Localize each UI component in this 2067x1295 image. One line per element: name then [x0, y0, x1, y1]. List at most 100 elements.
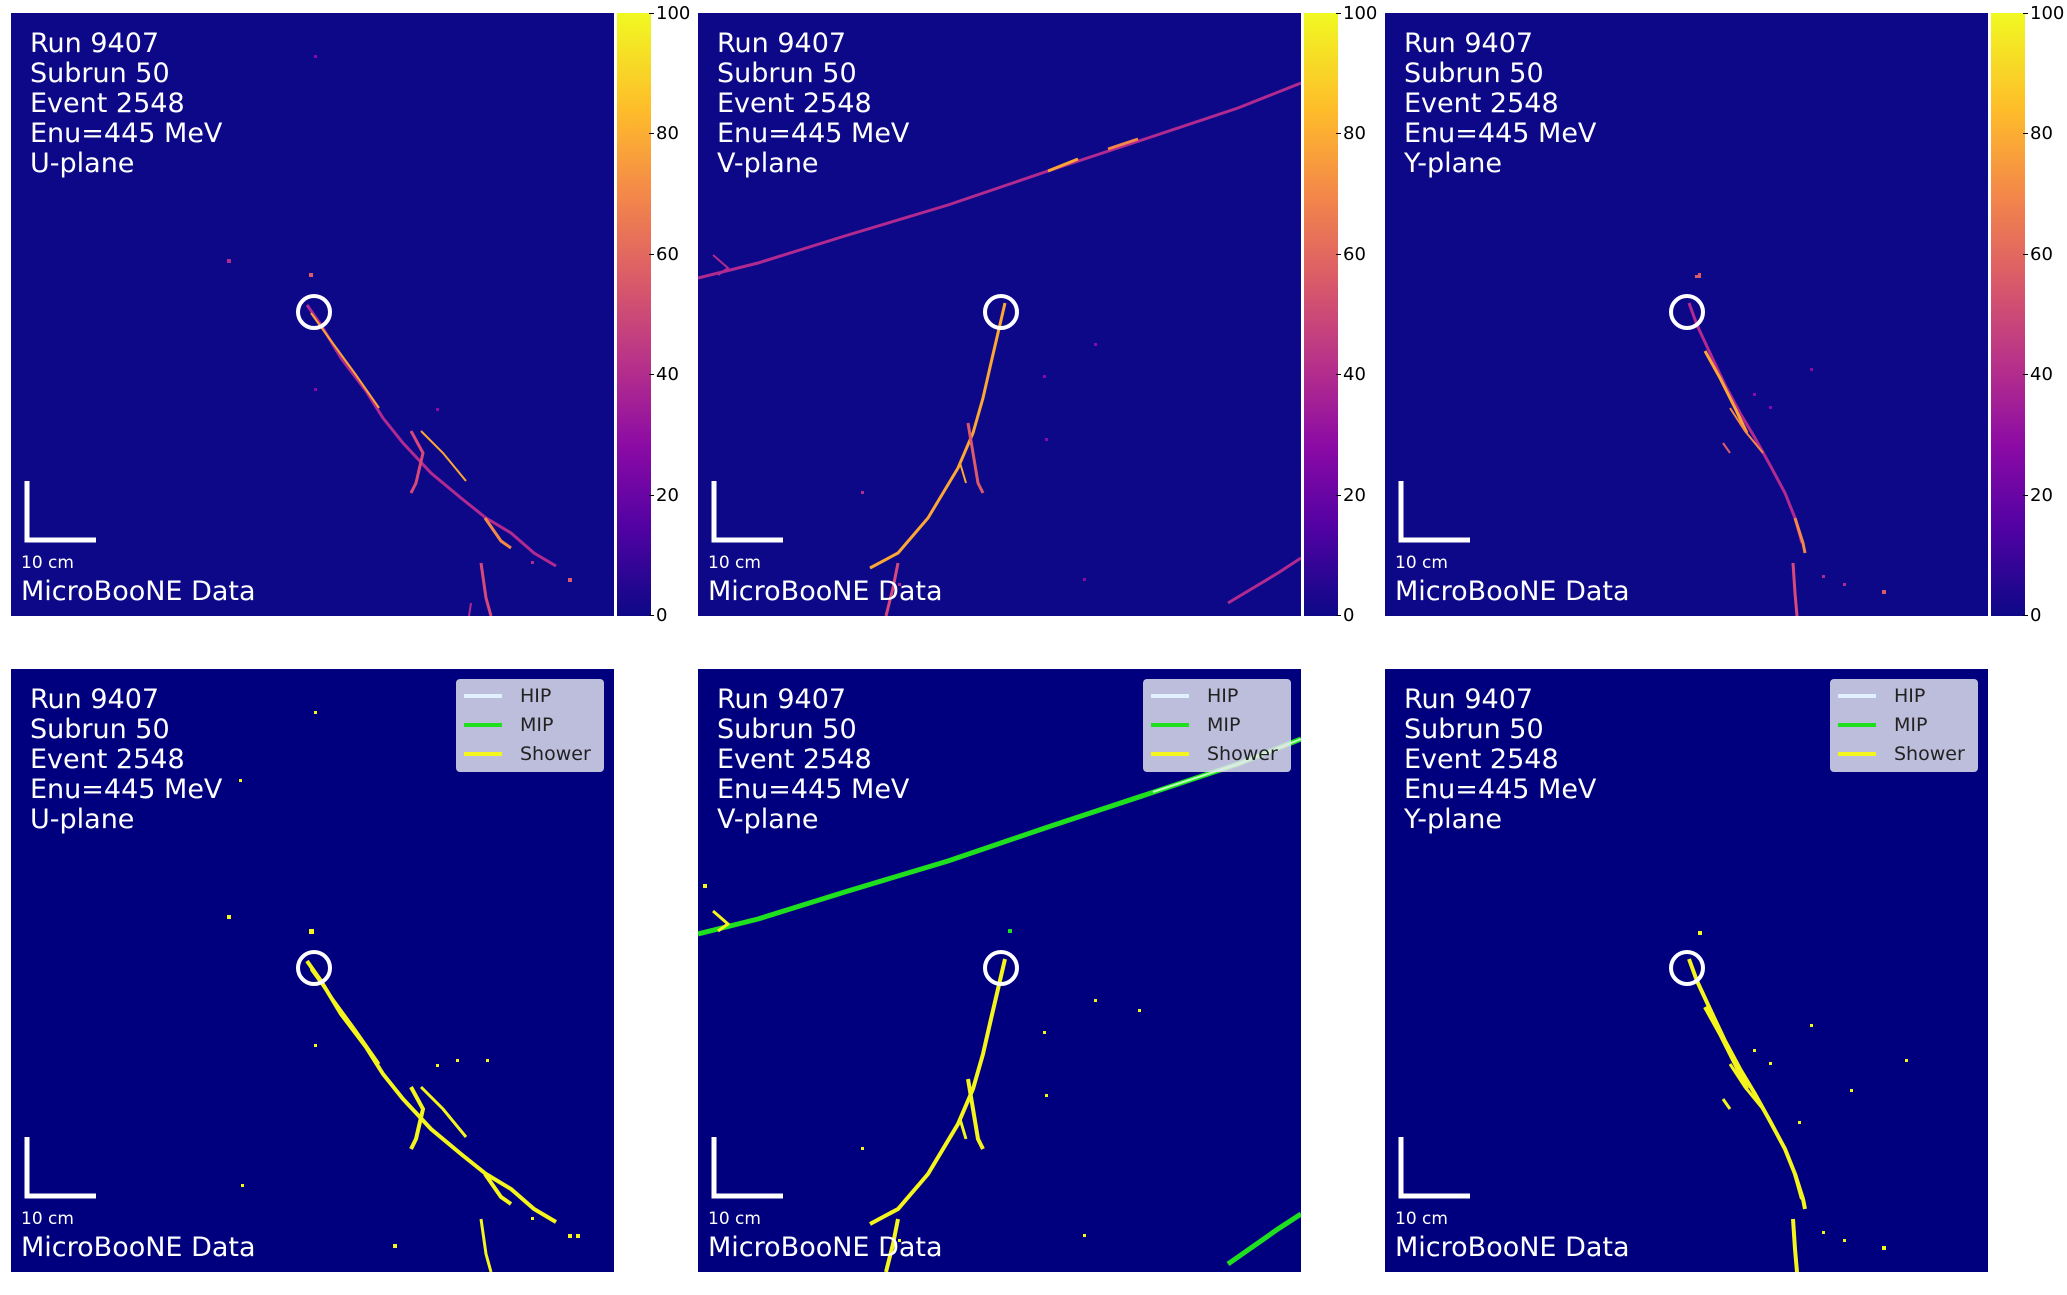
event-label: Event 2548: [717, 744, 872, 775]
legend-item-hip: HIP: [1838, 682, 1925, 710]
hip-swatch: [1151, 694, 1189, 698]
colorbar-tick: 80: [1336, 123, 1366, 144]
colorbar-tick: 100: [648, 3, 691, 24]
colorbar-tick: 80: [2023, 123, 2053, 144]
plane-label: V-plane: [717, 804, 819, 835]
legend-item-shower: Shower: [1838, 740, 1965, 768]
scale-bar-icon: [24, 481, 96, 543]
y-plane-segmentation-image: Run 9407 Subrun 50 Event 2548 Enu=445 Me…: [1385, 669, 1988, 1272]
run-label: Run 9407: [717, 28, 847, 59]
event-info: Run 9407 Subrun 50 Event 2548 Enu=445 Me…: [1404, 685, 1596, 835]
legend-label: HIP: [1207, 685, 1239, 707]
u-plane-segmentation-image: Run 9407 Subrun 50 Event 2548 Enu=445 Me…: [11, 669, 614, 1272]
hip-swatch: [1838, 694, 1876, 698]
vertex-circle: [983, 294, 1019, 330]
colorbar-tick: 60: [1336, 244, 1366, 265]
scale-label: 10 cm: [708, 1209, 761, 1229]
legend-item-shower: Shower: [464, 740, 591, 768]
subrun-label: Subrun 50: [717, 714, 857, 745]
colorbar-tick: 0: [1335, 605, 1355, 626]
run-label: Run 9407: [1404, 28, 1534, 59]
u-plane-colorbar: [617, 13, 651, 616]
mip-swatch: [464, 723, 502, 727]
scale-label: 10 cm: [1395, 1209, 1448, 1229]
shower-swatch: [1838, 752, 1876, 756]
credit-label: MicroBooNE Data: [1395, 1232, 1630, 1263]
y-plane-segmentation-tracks: [1687, 931, 1908, 1272]
run-label: Run 9407: [30, 28, 160, 59]
v-plane-charge-tracks: [698, 81, 1301, 616]
vertex-circle: [296, 294, 332, 330]
scale-bar-icon: [711, 1137, 783, 1199]
v-plane-segmentation-image: Run 9407 Subrun 50 Event 2548 Enu=445 Me…: [698, 669, 1301, 1272]
colorbar-tick: 0: [648, 605, 668, 626]
subrun-label: Subrun 50: [717, 58, 857, 89]
colorbar-tick: 60: [2023, 244, 2053, 265]
energy-label: Enu=445 MeV: [717, 774, 910, 805]
energy-label: Enu=445 MeV: [1404, 118, 1597, 149]
vertex-circle: [296, 950, 332, 986]
hip-swatch: [464, 694, 502, 698]
colorbar-tick: 40: [649, 364, 679, 385]
subrun-label: Subrun 50: [1404, 58, 1544, 89]
legend-item-mip: MIP: [1838, 711, 1927, 739]
credit-label: MicroBooNE Data: [708, 1232, 943, 1263]
legend-item-shower: Shower: [1151, 740, 1278, 768]
plane-label: V-plane: [717, 148, 819, 179]
mip-swatch: [1151, 723, 1189, 727]
event-info: Run 9407 Subrun 50 Event 2548 Enu=445 Me…: [1404, 29, 1596, 179]
subrun-label: Subrun 50: [1404, 714, 1544, 745]
scale-label: 10 cm: [708, 553, 761, 573]
legend-label: MIP: [520, 714, 554, 736]
scale-label: 10 cm: [21, 553, 74, 573]
legend-label: Shower: [1207, 743, 1278, 765]
v-plane-colorbar-ticks: 100 80 60 40 20 0: [1335, 3, 1403, 626]
vertex-circle: [1669, 950, 1705, 986]
scale-bar-icon: [24, 1137, 96, 1199]
legend-item-mip: MIP: [464, 711, 553, 739]
colorbar-tick: 0: [2022, 605, 2042, 626]
event-info: Run 9407 Subrun 50 Event 2548 Enu=445 Me…: [30, 685, 222, 835]
event-label: Event 2548: [30, 88, 185, 119]
y-plane-colorbar-ticks: 100 80 60 40 20 0: [2022, 3, 2067, 626]
event-info: Run 9407 Subrun 50 Event 2548 Enu=445 Me…: [717, 29, 909, 179]
legend: HIP MIP Shower: [456, 679, 604, 772]
energy-label: Enu=445 MeV: [1404, 774, 1597, 805]
event-info: Run 9407 Subrun 50 Event 2548 Enu=445 Me…: [717, 685, 909, 835]
legend-item-mip: MIP: [1151, 711, 1240, 739]
subrun-label: Subrun 50: [30, 714, 170, 745]
event-label: Event 2548: [1404, 744, 1559, 775]
vertex-circle: [1669, 294, 1705, 330]
vertex-circle: [983, 950, 1019, 986]
u-plane-charge-image: Run 9407 Subrun 50 Event 2548 Enu=445 Me…: [11, 13, 614, 616]
run-label: Run 9407: [1404, 684, 1534, 715]
y-plane-colorbar: [1991, 13, 2025, 616]
scale-bar-icon: [1398, 481, 1470, 543]
scale-bar-icon: [1398, 1137, 1470, 1199]
u-plane-colorbar-ticks: 100 80 60 40 20 0: [648, 3, 716, 626]
legend-label: HIP: [1894, 685, 1926, 707]
event-info: Run 9407 Subrun 50 Event 2548 Enu=445 Me…: [30, 29, 222, 179]
colorbar-tick: 40: [1336, 364, 1366, 385]
energy-label: Enu=445 MeV: [30, 118, 223, 149]
event-label: Event 2548: [1404, 88, 1559, 119]
run-label: Run 9407: [717, 684, 847, 715]
legend-item-hip: HIP: [464, 682, 551, 710]
plane-label: Y-plane: [1404, 148, 1502, 179]
scale-bar-icon: [711, 481, 783, 543]
u-plane-segmentation-tracks: [227, 711, 580, 1272]
energy-label: Enu=445 MeV: [717, 118, 910, 149]
legend-item-hip: HIP: [1151, 682, 1238, 710]
legend-label: Shower: [520, 743, 591, 765]
colorbar-tick: 100: [2022, 3, 2065, 24]
legend: HIP MIP Shower: [1830, 679, 1978, 772]
mip-swatch: [1838, 723, 1876, 727]
legend-label: MIP: [1207, 714, 1241, 736]
credit-label: MicroBooNE Data: [708, 576, 943, 607]
shower-swatch: [464, 752, 502, 756]
credit-label: MicroBooNE Data: [21, 576, 256, 607]
colorbar-tick: 100: [1335, 3, 1378, 24]
scale-label: 10 cm: [1395, 553, 1448, 573]
shower-swatch: [1151, 752, 1189, 756]
colorbar-tick: 80: [649, 123, 679, 144]
